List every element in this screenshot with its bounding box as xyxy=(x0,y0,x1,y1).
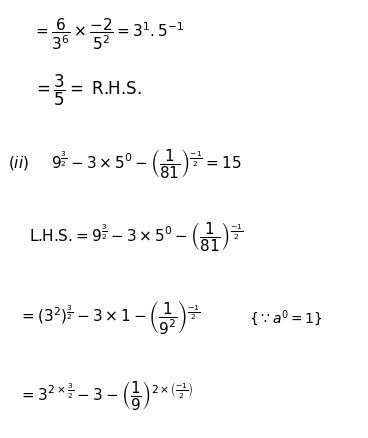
Text: $= 3^{2 \times \frac{3}{2}} - 3 - \left(\dfrac{1}{9}\right)^{2 \times \left(\fra: $= 3^{2 \times \frac{3}{2}} - 3 - \left(… xyxy=(18,379,193,412)
Text: $\{\because a^{0} = 1\}$: $\{\because a^{0} = 1\}$ xyxy=(249,308,322,328)
Text: $9^{\frac{3}{2}} - 3 \times 5^{0} - \left(\dfrac{1}{81}\right)^{\frac{-1}{2}} = : $9^{\frac{3}{2}} - 3 \times 5^{0} - \lef… xyxy=(51,147,241,180)
Text: $= \dfrac{6}{3^{6}} \times \dfrac{-2}{5^{2}} = 3^{1}.5^{-1}$: $= \dfrac{6}{3^{6}} \times \dfrac{-2}{5^… xyxy=(33,17,184,52)
Text: $= \dfrac{3}{5} = $ R.H.S.: $= \dfrac{3}{5} = $ R.H.S. xyxy=(33,73,142,108)
Text: $(ii)$: $(ii)$ xyxy=(8,154,29,172)
Text: $= \left(3^{2}\right)^{\frac{3}{2}} - 3 \times 1 - \left(\dfrac{1}{9^{2}}\right): $= \left(3^{2}\right)^{\frac{3}{2}} - 3 … xyxy=(18,299,200,336)
Text: $\text{L.H.S.} = 9^{\frac{3}{2}} - 3 \times 5^{0} - \left(\dfrac{1}{81}\right)^{: $\text{L.H.S.} = 9^{\frac{3}{2}} - 3 \ti… xyxy=(29,220,244,253)
